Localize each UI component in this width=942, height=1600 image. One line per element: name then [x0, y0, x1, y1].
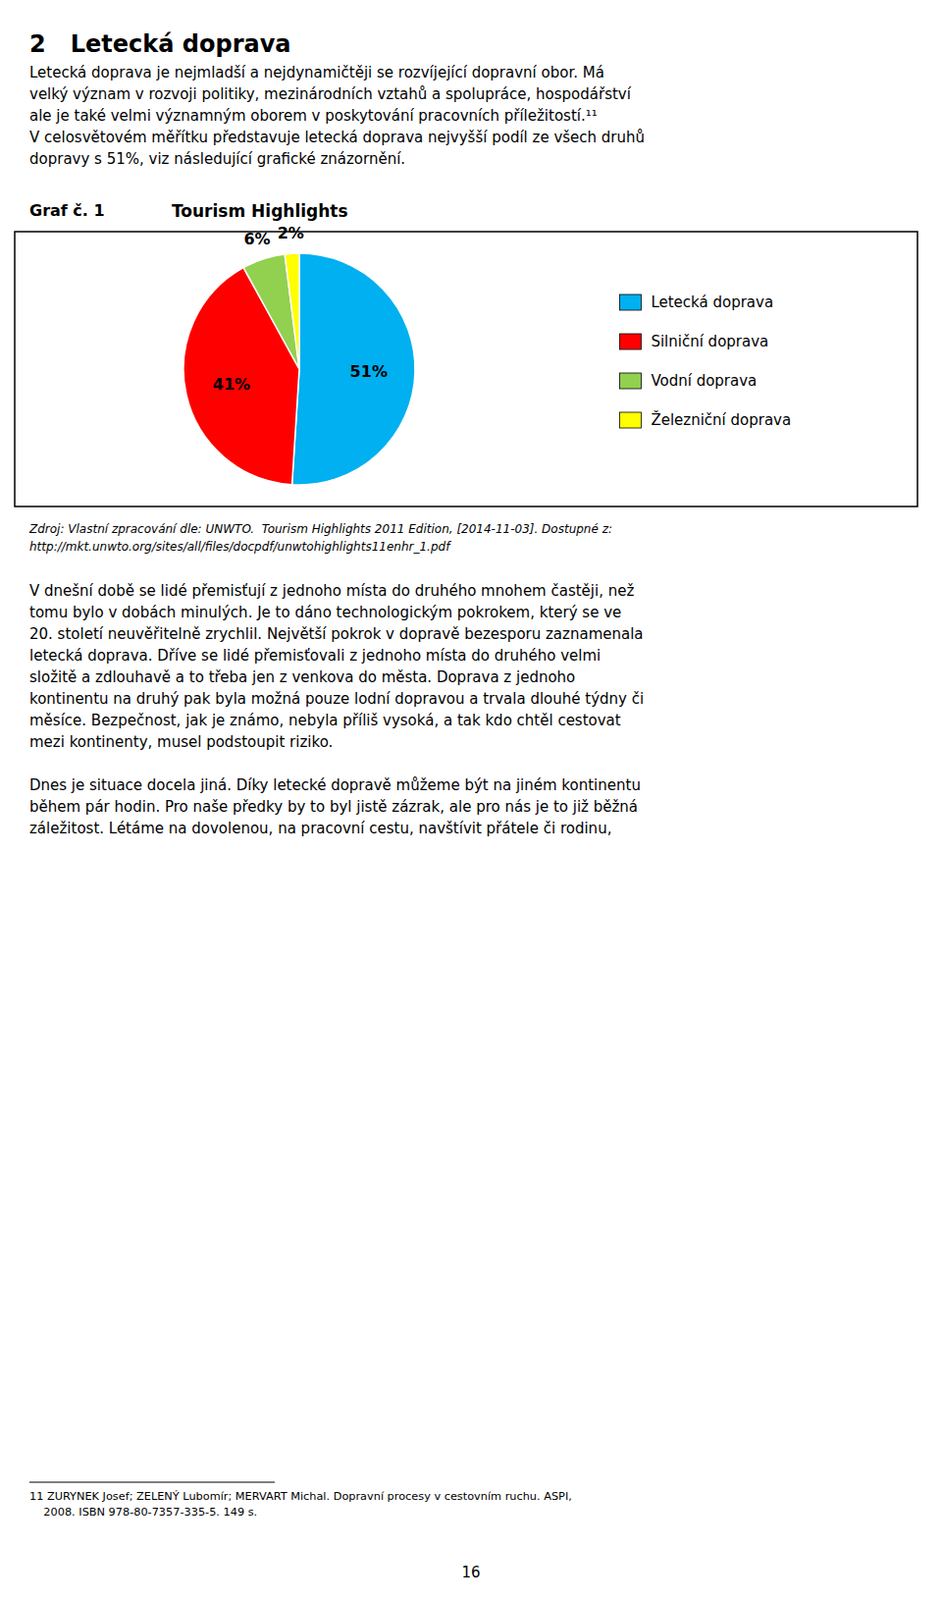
paragraph-line: složitě a zdlouhavě a to třeba jen z ven… — [29, 668, 576, 686]
data-label: 6% — [243, 229, 270, 249]
paragraph-line: tomu bylo v dobách minulých. Je to dáno … — [29, 603, 622, 622]
pie-slice — [292, 253, 416, 485]
paragraph-line: záležitost. Létáme na dovolenou, na prac… — [29, 819, 612, 838]
paragraph-line: letecká doprava. Dříve se lidé přemisťov… — [29, 646, 601, 665]
pie-slice — [243, 254, 300, 369]
paragraph-line: ale je také velmi významným oborem v pos… — [29, 106, 598, 125]
legend-item: Železniční doprava — [619, 410, 791, 429]
page-number: 16 — [461, 1563, 480, 1581]
legend-label: Železniční doprava — [650, 410, 791, 429]
paragraph-line: Dnes je situace docela jiná. Díky leteck… — [29, 776, 641, 794]
page-background — [0, 0, 942, 1600]
paragraph-line: měsíce. Bezpečnost, jak je známo, nebyla… — [29, 711, 622, 730]
footnote-line: 11 ZURYNEK Josef; ZELENÝ Lubomír; MERVAR… — [29, 1489, 573, 1503]
legend-item: Letecká doprava — [619, 293, 774, 312]
pie: 51% 41% 6% 2% — [183, 223, 416, 485]
legend-item: Silniční doprava — [619, 332, 769, 351]
footnote-rule — [29, 1481, 275, 1483]
legend-swatch — [619, 294, 641, 311]
footnote-line: 2008. ISBN 978-80-7357-335-5. 149 s. — [29, 1505, 258, 1518]
paragraph-line: 20. století neuvěřitelně zrychlil. Nejvě… — [29, 625, 644, 643]
legend-swatch — [619, 372, 641, 389]
data-label: 41% — [212, 374, 251, 394]
legend-label: Vodní doprava — [650, 371, 757, 390]
page-title: 2 Letecká doprava — [29, 30, 292, 58]
paragraph-line: velký význam v rozvoji politiky, mezinár… — [29, 85, 632, 104]
legend-swatch — [619, 412, 641, 428]
legend-item: Vodní doprava — [619, 371, 757, 390]
chart-frame — [14, 231, 918, 507]
paragraph-line: V celosvětovém měřítku představuje letec… — [29, 128, 645, 147]
page: 2 Letecká doprava Letecká doprava je nejm… — [0, 0, 942, 1600]
pie-slice — [284, 253, 300, 369]
paragraph-line: Letecká doprava je nejmladší a nejdynami… — [29, 63, 605, 82]
paragraph-line: kontinentu na druhý pak byla možná pouze… — [29, 689, 644, 708]
source-line: http://mkt.unwto.org/sites/all/files/doc… — [29, 539, 452, 554]
legend-label: Letecká doprava — [650, 293, 774, 312]
chart-title: Tourism Highlights — [171, 201, 349, 221]
legend-label: Silniční doprava — [650, 332, 769, 351]
paragraph-line: během pár hodin. Pro naše předky by to b… — [29, 797, 638, 816]
chart-label: Graf č. 1 — [29, 201, 105, 220]
source-line: Zdroj: Vlastní zpracování dle: UNWTO. To… — [28, 522, 613, 536]
data-label: 2% — [277, 223, 305, 243]
data-label: 51% — [350, 362, 388, 381]
legend: Letecká doprava Silniční doprava Vodní dop… — [619, 293, 791, 429]
paragraph-line: dopravy s 51%, viz následující grafické … — [29, 150, 406, 168]
legend-swatch — [619, 333, 641, 350]
paragraph-line: V dnešní době se lidé přemisťují z jedno… — [29, 581, 634, 600]
paragraph-line: mezi kontinenty, musel podstoupit riziko… — [29, 732, 333, 751]
